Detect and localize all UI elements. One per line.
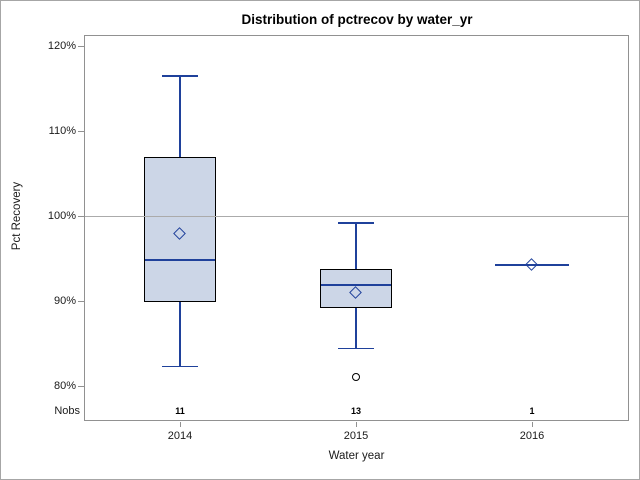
x-tick-label: 2016: [519, 430, 545, 442]
chart-title: Distribution of pctrecov by water_yr: [241, 12, 473, 27]
single-value-line: [495, 264, 569, 267]
y-tick-label: 80%: [53, 380, 76, 393]
y-tick-label: 90%: [53, 295, 76, 308]
whisker-upper-cap: [338, 222, 374, 224]
whisker-lower-stem: [355, 307, 357, 349]
y-tick-label: 110%: [48, 125, 76, 138]
iqr-box: [320, 268, 392, 308]
median-line: [145, 259, 215, 262]
nobs-value: 1: [529, 406, 535, 416]
whisker-upper-stem: [179, 75, 181, 158]
y-tick-mark: [78, 46, 84, 48]
whisker-upper-stem: [355, 222, 357, 269]
nobs-row-label: Nobs: [54, 405, 80, 417]
reference-line-100pct: [85, 216, 628, 218]
y-axis-title: Pct Recovery: [11, 181, 23, 251]
median-line: [321, 283, 391, 286]
whisker-upper-cap: [162, 75, 198, 77]
iqr-box: [144, 157, 216, 302]
whisker-lower-cap: [338, 347, 374, 350]
nobs-value: 13: [350, 406, 361, 416]
y-tick-mark: [78, 386, 84, 388]
x-tick-label: 2015: [343, 430, 369, 442]
x-axis-title: Water year: [328, 450, 385, 462]
whisker-lower-cap: [162, 365, 198, 368]
x-tick-mark: [531, 422, 533, 427]
y-tick-label: 100%: [47, 210, 76, 223]
x-tick-mark: [179, 422, 181, 427]
y-tick-label: 120%: [47, 40, 76, 53]
x-tick-label: 2014: [167, 430, 193, 442]
whisker-lower-stem: [179, 301, 181, 367]
y-tick-mark: [78, 216, 84, 218]
x-tick-mark: [355, 422, 357, 427]
y-tick-mark: [78, 131, 84, 133]
nobs-value: 11: [175, 406, 185, 416]
outlier-point: [352, 372, 360, 381]
y-tick-mark: [78, 301, 84, 303]
